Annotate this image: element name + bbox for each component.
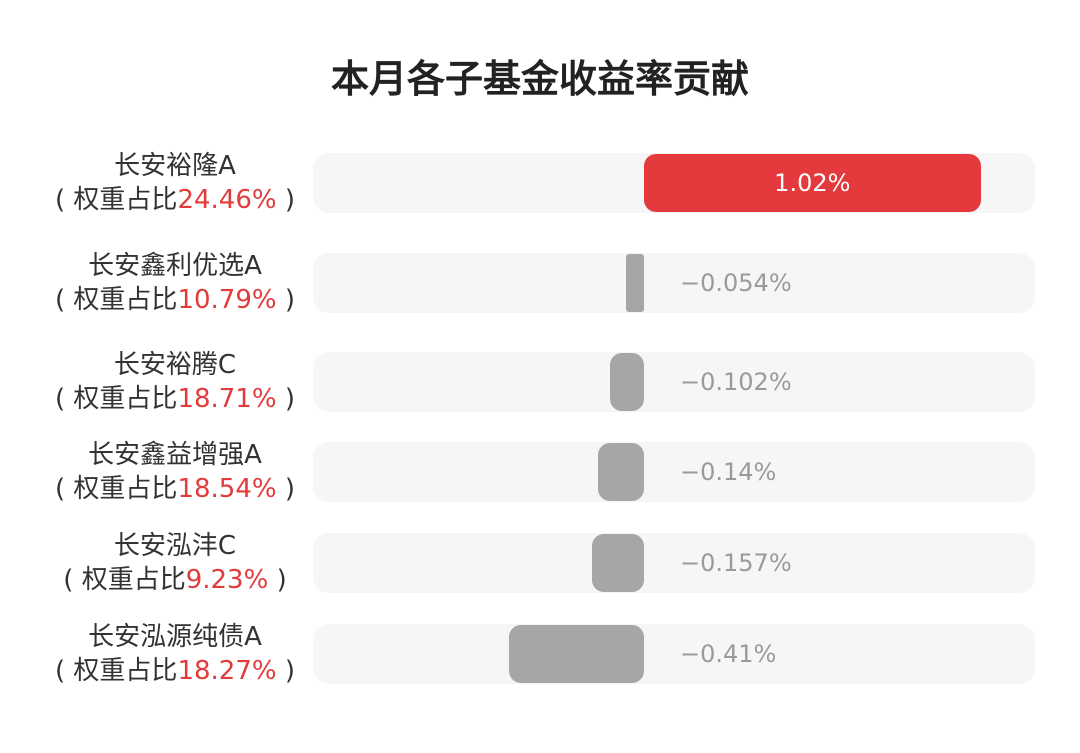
weight-value: 9.23% [185,565,269,595]
bar [610,353,644,411]
fund-name: 长安鑫益增强A [88,440,262,470]
fund-label: 长安裕腾C ( 权重占比18.71% ) [0,348,350,416]
weight-prefix: 权重占比 [73,285,178,315]
fund-name: 长安裕隆A [114,151,236,181]
data-label: −0.102% [680,368,792,396]
bar-track [313,624,1035,684]
chart-title: 本月各子基金收益率贡献 [330,57,749,101]
data-label: −0.14% [680,458,777,486]
fund-label: 长安裕隆A ( 权重占比24.46% ) [0,149,350,217]
bar [597,443,644,501]
data-label: −0.41% [680,640,777,668]
weight-value: 18.54% [177,474,277,504]
fund-name: 长安泓源纯债A [88,622,262,652]
fund-name: 长安泓沣C [113,531,237,561]
data-label: 1.02% [774,169,851,197]
fund-label: 长安泓沣C ( 权重占比9.23% ) [0,529,350,597]
bar-track [313,533,1035,593]
fund-label: 长安泓源纯债A ( 权重占比18.27% ) [0,620,350,688]
fund-name: 长安裕腾C [113,350,237,380]
bar [508,625,644,683]
fund-weight: ( 权重占比18.27% ) [55,656,295,686]
bar-track [313,352,1035,412]
bar [644,154,981,212]
fund-weight: ( 权重占比24.46% ) [55,185,295,215]
weight-prefix: 权重占比 [73,384,178,414]
weight-value: 18.27% [177,656,277,686]
weight-prefix: 权重占比 [73,474,178,504]
weight-prefix: 权重占比 [81,565,186,595]
bar-track [313,253,1035,313]
fund-name: 长安鑫利优选A [88,251,262,281]
bar [626,254,644,312]
fund-weight: ( 权重占比10.79% ) [55,285,295,315]
fund-weight: ( 权重占比18.54% ) [55,474,295,504]
data-label: −0.054% [680,269,792,297]
fund-label: 长安鑫益增强A ( 权重占比18.54% ) [0,438,350,506]
fund-weight: ( 权重占比18.71% ) [55,384,295,414]
data-label: −0.157% [680,549,792,577]
bar [592,534,644,592]
weight-prefix: 权重占比 [73,185,178,215]
weight-prefix: 权重占比 [73,656,178,686]
weight-value: 18.71% [177,384,277,414]
weight-value: 24.46% [177,185,277,215]
bar-track [313,442,1035,502]
fund-label: 长安鑫利优选A ( 权重占比10.79% ) [0,249,350,317]
weight-value: 10.79% [177,285,277,315]
fund-weight: ( 权重占比9.23% ) [63,565,287,595]
